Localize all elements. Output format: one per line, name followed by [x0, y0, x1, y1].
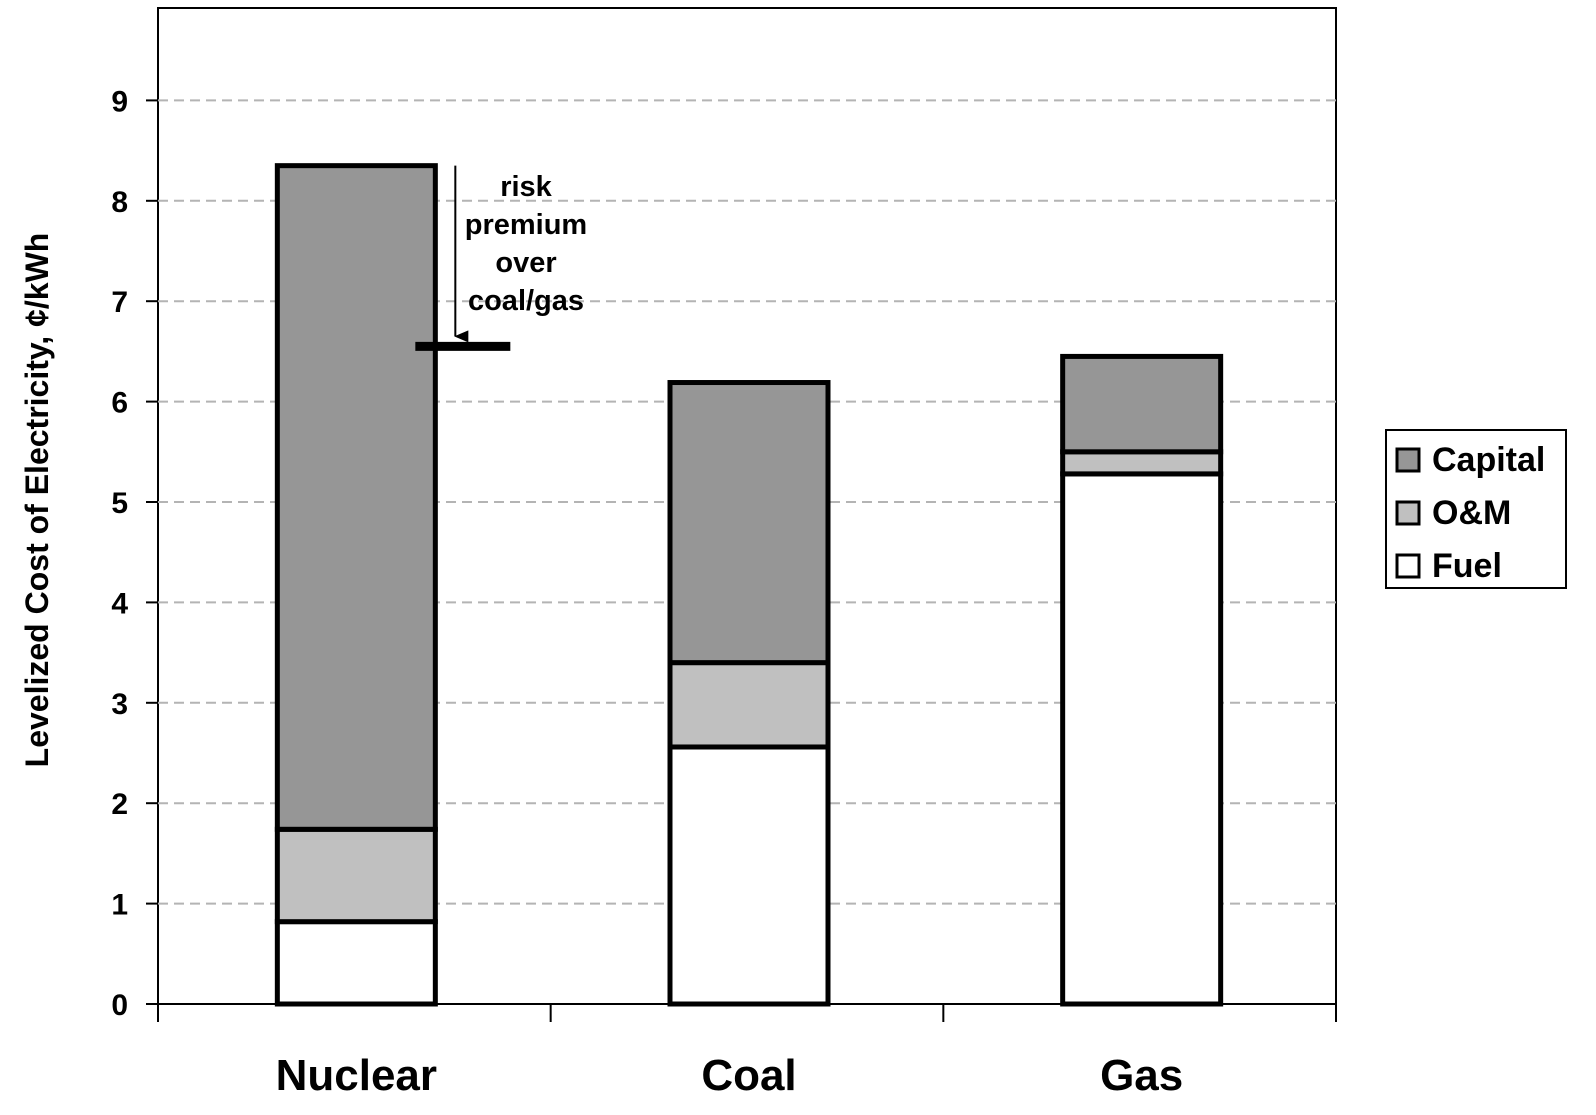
annotation-text: premium	[465, 209, 587, 241]
legend-swatch-fuel	[1395, 553, 1421, 579]
axes: 0 1 2 3 4 5 6 7 8 9 Nuclear Coal Gas	[111, 85, 1337, 1100]
annotation-text: risk	[500, 171, 552, 203]
bar-coal-capital	[667, 380, 831, 666]
legend-swatch-capital	[1395, 447, 1421, 473]
legend: Capital O&M Fuel	[1385, 429, 1567, 589]
bar-coal-om	[667, 660, 831, 750]
bar-gas-om	[1060, 449, 1224, 477]
y-tick-label: 3	[111, 688, 128, 721]
y-tick-label: 0	[111, 989, 128, 1022]
category-label-gas: Gas	[1100, 1051, 1183, 1100]
legend-swatch-om	[1395, 500, 1421, 526]
y-tick-label: 1	[111, 889, 128, 922]
bars	[274, 163, 1224, 1007]
y-tick-label: 6	[111, 387, 128, 420]
y-tick-label: 7	[111, 286, 128, 319]
bar-gas-fuel	[1060, 471, 1224, 1007]
y-tick-label: 4	[111, 587, 128, 620]
category-label-coal: Coal	[701, 1051, 796, 1100]
annotation-text: over	[495, 247, 556, 279]
bar-gas-capital	[1060, 353, 1224, 455]
category-label-nuclear: Nuclear	[276, 1051, 437, 1100]
legend-label-om: O&M	[1432, 494, 1511, 532]
bar-nuclear-om	[274, 826, 438, 925]
y-tick-label: 2	[111, 788, 128, 821]
bar-nuclear-fuel	[274, 919, 438, 1007]
bar-coal-fuel	[667, 744, 831, 1007]
risk-premium-annotation: risk premium over coal/gas	[415, 165, 587, 351]
y-tick-label: 5	[111, 487, 128, 520]
y-axis-title: Levelized Cost of Electricity, ¢/kWh	[19, 233, 55, 768]
legend-label-capital: Capital	[1432, 441, 1545, 479]
y-tick-label: 9	[111, 85, 128, 118]
legend-label-fuel: Fuel	[1432, 547, 1502, 585]
bar-nuclear-capital	[274, 163, 438, 832]
y-tick-label: 8	[111, 186, 128, 219]
annotation-text: coal/gas	[468, 285, 584, 317]
